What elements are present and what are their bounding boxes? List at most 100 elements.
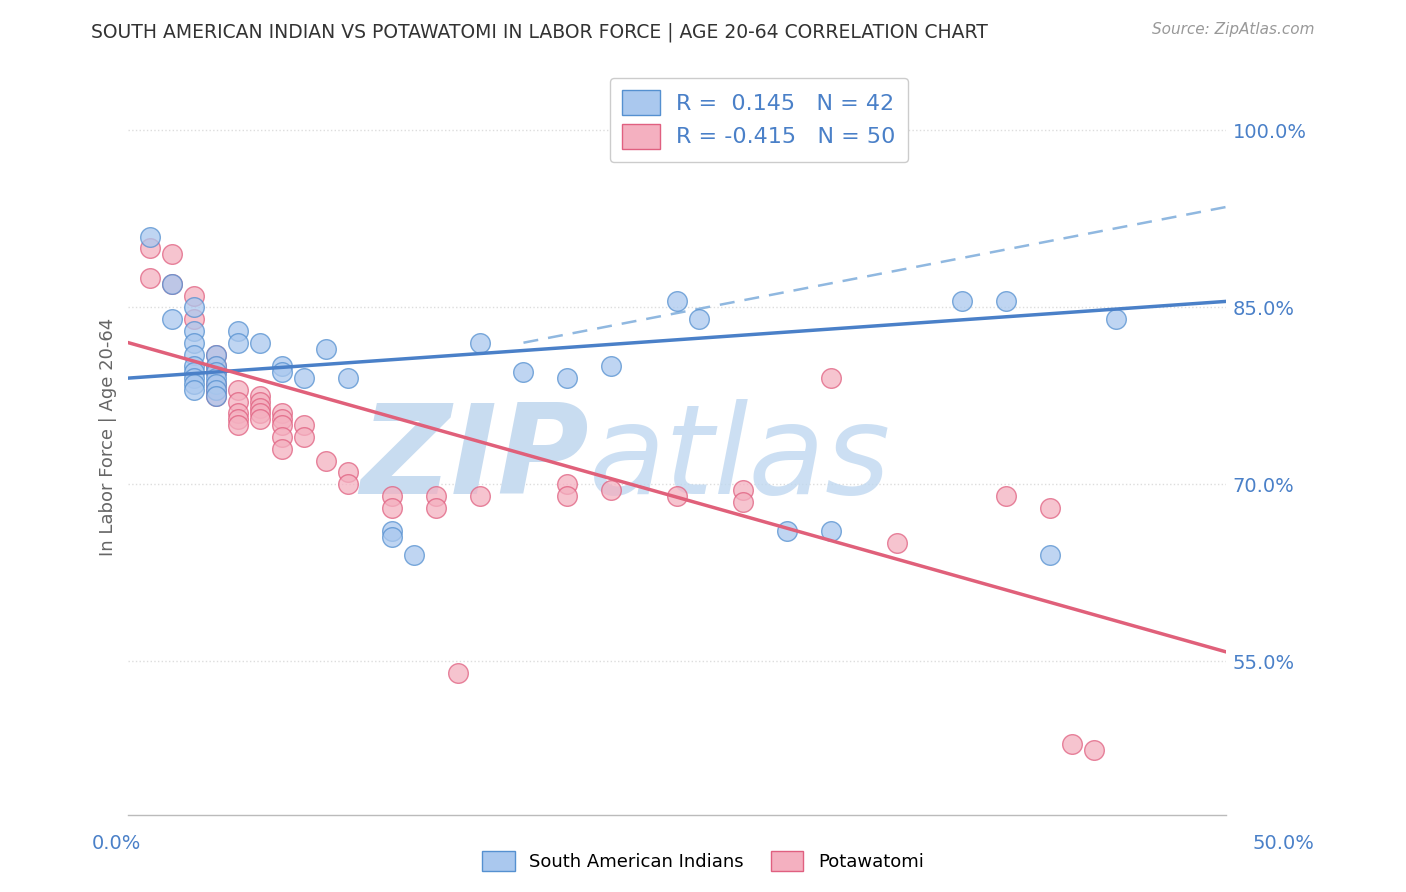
Point	[226, 394, 249, 409]
Point	[226, 383, 249, 397]
Point	[162, 277, 184, 291]
Point	[205, 389, 228, 403]
Point	[1062, 737, 1084, 751]
Point	[336, 371, 359, 385]
Point	[995, 294, 1018, 309]
Point	[402, 548, 425, 562]
Point	[205, 365, 228, 379]
Point	[183, 288, 205, 302]
Point	[271, 365, 294, 379]
Point	[205, 376, 228, 391]
Point	[336, 466, 359, 480]
Point	[315, 342, 337, 356]
Point	[336, 477, 359, 491]
Point	[271, 412, 294, 426]
Point	[226, 335, 249, 350]
Point	[183, 359, 205, 374]
Point	[205, 347, 228, 361]
Point	[271, 442, 294, 456]
Point	[600, 483, 623, 498]
Point	[139, 270, 162, 285]
Point	[512, 365, 534, 379]
Legend: R =  0.145   N = 42, R = -0.415   N = 50: R = 0.145 N = 42, R = -0.415 N = 50	[610, 78, 908, 161]
Text: 50.0%: 50.0%	[1253, 834, 1315, 853]
Y-axis label: In Labor Force | Age 20-64: In Labor Force | Age 20-64	[100, 318, 117, 557]
Point	[249, 407, 271, 421]
Point	[249, 412, 271, 426]
Point	[162, 247, 184, 261]
Point	[666, 489, 689, 503]
Point	[205, 383, 228, 397]
Point	[183, 301, 205, 315]
Point	[205, 389, 228, 403]
Point	[183, 376, 205, 391]
Point	[271, 359, 294, 374]
Point	[271, 407, 294, 421]
Point	[183, 365, 205, 379]
Point	[205, 376, 228, 391]
Point	[776, 524, 799, 539]
Point	[292, 418, 315, 433]
Point	[292, 371, 315, 385]
Point	[315, 453, 337, 467]
Point	[557, 489, 579, 503]
Point	[226, 324, 249, 338]
Point	[205, 365, 228, 379]
Point	[271, 418, 294, 433]
Point	[205, 371, 228, 385]
Text: ZIP: ZIP	[360, 400, 589, 520]
Legend: South American Indians, Potawatomi: South American Indians, Potawatomi	[475, 844, 931, 879]
Point	[820, 371, 842, 385]
Point	[381, 530, 404, 544]
Point	[271, 430, 294, 444]
Point	[139, 241, 162, 255]
Point	[205, 347, 228, 361]
Point	[183, 347, 205, 361]
Point	[1039, 548, 1062, 562]
Point	[205, 359, 228, 374]
Point	[249, 389, 271, 403]
Point	[226, 412, 249, 426]
Point	[292, 430, 315, 444]
Point	[162, 277, 184, 291]
Point	[183, 324, 205, 338]
Point	[183, 383, 205, 397]
Point	[425, 489, 447, 503]
Point	[1039, 500, 1062, 515]
Text: SOUTH AMERICAN INDIAN VS POTAWATOMI IN LABOR FORCE | AGE 20-64 CORRELATION CHART: SOUTH AMERICAN INDIAN VS POTAWATOMI IN L…	[91, 22, 988, 42]
Point	[226, 418, 249, 433]
Point	[688, 312, 710, 326]
Point	[820, 524, 842, 539]
Point	[1105, 312, 1128, 326]
Point	[249, 394, 271, 409]
Point	[666, 294, 689, 309]
Point	[139, 229, 162, 244]
Text: Source: ZipAtlas.com: Source: ZipAtlas.com	[1152, 22, 1315, 37]
Point	[950, 294, 973, 309]
Point	[886, 536, 908, 550]
Text: atlas: atlas	[589, 400, 891, 520]
Point	[446, 665, 468, 680]
Point	[381, 500, 404, 515]
Point	[995, 489, 1018, 503]
Point	[731, 495, 754, 509]
Point	[1083, 742, 1105, 756]
Point	[381, 524, 404, 539]
Point	[226, 407, 249, 421]
Point	[468, 335, 491, 350]
Point	[381, 489, 404, 503]
Point	[731, 483, 754, 498]
Point	[557, 477, 579, 491]
Point	[183, 312, 205, 326]
Point	[183, 335, 205, 350]
Point	[468, 489, 491, 503]
Point	[205, 383, 228, 397]
Text: 0.0%: 0.0%	[91, 834, 141, 853]
Point	[600, 359, 623, 374]
Point	[425, 500, 447, 515]
Point	[249, 335, 271, 350]
Point	[205, 359, 228, 374]
Point	[249, 401, 271, 415]
Point	[557, 371, 579, 385]
Point	[183, 371, 205, 385]
